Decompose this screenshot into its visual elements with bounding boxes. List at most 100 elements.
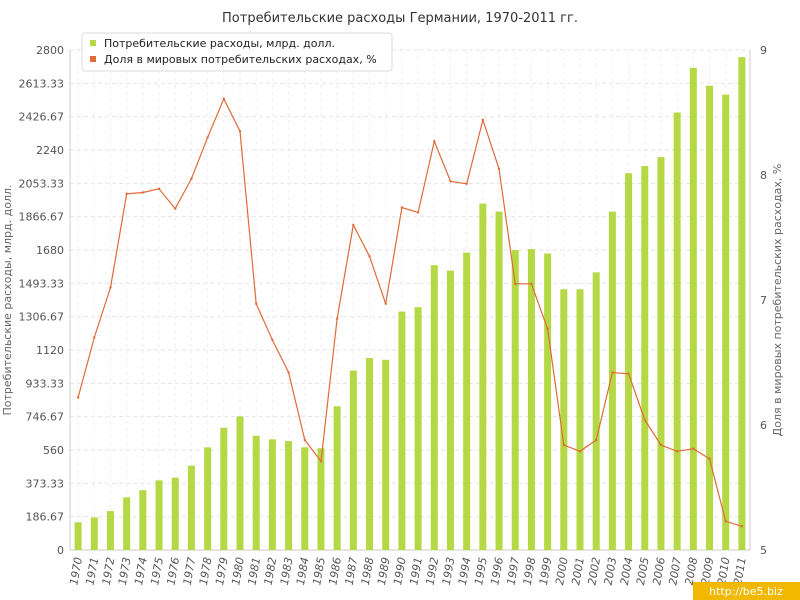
bar[interactable]	[446, 270, 454, 550]
line-point[interactable]	[514, 282, 517, 285]
line-point[interactable]	[206, 136, 209, 139]
line-point[interactable]	[384, 302, 387, 305]
bar[interactable]	[592, 272, 600, 550]
bar[interactable]	[268, 439, 276, 550]
bar[interactable]	[301, 447, 309, 550]
line-point[interactable]	[319, 460, 323, 463]
bar[interactable]	[398, 311, 406, 550]
bar[interactable]	[673, 112, 681, 551]
line-point[interactable]	[287, 371, 290, 374]
line-point[interactable]	[481, 118, 485, 122]
share-line[interactable]	[77, 97, 743, 527]
line-point[interactable]	[433, 140, 436, 143]
bar[interactable]	[252, 435, 260, 550]
bar[interactable]	[738, 57, 746, 551]
bar[interactable]	[285, 441, 293, 550]
bar[interactable]	[463, 252, 471, 550]
bar[interactable]	[74, 522, 82, 550]
line-point[interactable]	[578, 450, 582, 453]
line-point[interactable]	[449, 180, 452, 183]
line-point[interactable]	[497, 167, 501, 170]
bar[interactable]	[495, 211, 503, 550]
line-series[interactable]	[76, 97, 744, 528]
bar[interactable]	[220, 427, 228, 550]
line-point[interactable]	[238, 130, 242, 133]
x-tick-label: 1983	[278, 556, 296, 586]
line-point[interactable]	[271, 338, 274, 342]
line-point[interactable]	[174, 207, 177, 210]
line-point[interactable]	[222, 97, 226, 100]
line-point[interactable]	[352, 223, 355, 227]
bar[interactable]	[576, 289, 584, 550]
line-point[interactable]	[594, 438, 598, 442]
line-point[interactable]	[708, 457, 711, 460]
line-point[interactable]	[740, 525, 744, 528]
line-point[interactable]	[546, 327, 549, 330]
line-point[interactable]	[335, 317, 339, 320]
line-point[interactable]	[465, 182, 468, 185]
bar[interactable]	[317, 448, 325, 550]
bar[interactable]	[236, 416, 244, 550]
line-point[interactable]	[254, 302, 258, 305]
line-point[interactable]	[643, 418, 646, 422]
line-point[interactable]	[416, 211, 420, 214]
x-tick-label: 1998	[521, 556, 539, 586]
x-tick-label: 1990	[391, 556, 409, 586]
line-point[interactable]	[400, 206, 404, 209]
line-point[interactable]	[368, 255, 371, 258]
bar[interactable]	[139, 490, 147, 550]
x-tick-label: 1994	[456, 556, 474, 586]
line-point[interactable]	[562, 443, 566, 447]
line-point[interactable]	[724, 520, 727, 523]
bar[interactable]	[155, 480, 163, 550]
bar[interactable]	[366, 358, 374, 550]
bar[interactable]	[171, 477, 179, 550]
bar[interactable]	[430, 265, 438, 550]
bar[interactable]	[608, 211, 616, 550]
bar[interactable]	[511, 250, 519, 550]
y-tick-label: 2613.33	[19, 77, 65, 90]
bar[interactable]	[560, 289, 568, 550]
line-point[interactable]	[675, 450, 679, 453]
bar[interactable]	[187, 465, 195, 550]
legend[interactable]: Потребительские расходы, млрд. долл. Дол…	[81, 32, 393, 72]
line-point[interactable]	[109, 286, 112, 289]
line-point[interactable]	[93, 336, 96, 339]
bar[interactable]	[333, 406, 341, 550]
bar[interactable]	[106, 511, 114, 550]
line-point[interactable]	[659, 443, 663, 447]
bar[interactable]	[722, 94, 730, 551]
line-point[interactable]	[303, 438, 306, 442]
line-point[interactable]	[627, 372, 630, 375]
bar[interactable]	[689, 67, 697, 550]
bar[interactable]	[414, 307, 422, 550]
bar[interactable]	[90, 517, 98, 551]
bar[interactable]	[657, 157, 665, 550]
bar[interactable]	[544, 253, 552, 551]
line-point[interactable]	[190, 177, 193, 180]
legend-label-consumption[interactable]: Потребительские расходы, млрд. долл.	[104, 37, 335, 50]
line-point[interactable]	[141, 191, 145, 194]
bar[interactable]	[204, 447, 212, 550]
legend-label-share[interactable]: Доля в мировых потребительских расходах,…	[104, 53, 377, 66]
bar[interactable]	[123, 497, 131, 550]
watermark-text[interactable]: http://be5.biz	[709, 585, 783, 598]
x-tick-label: 1989	[375, 556, 393, 586]
line-point[interactable]	[530, 282, 533, 285]
watermark[interactable]: http://be5.biz	[693, 582, 800, 600]
bar[interactable]	[625, 173, 633, 550]
x-tick-label: 1977	[181, 556, 199, 586]
bar[interactable]	[382, 359, 390, 550]
bar-series[interactable]	[74, 57, 746, 551]
line-point[interactable]	[611, 371, 614, 374]
bar[interactable]	[706, 85, 714, 550]
bar[interactable]	[349, 370, 357, 550]
line-point[interactable]	[157, 187, 161, 190]
line-point[interactable]	[76, 396, 80, 399]
bar[interactable]	[641, 166, 649, 551]
line-point[interactable]	[125, 192, 128, 195]
line-point[interactable]	[692, 447, 695, 450]
bar[interactable]	[527, 249, 535, 550]
plot-area	[70, 50, 750, 550]
bar[interactable]	[479, 203, 487, 551]
